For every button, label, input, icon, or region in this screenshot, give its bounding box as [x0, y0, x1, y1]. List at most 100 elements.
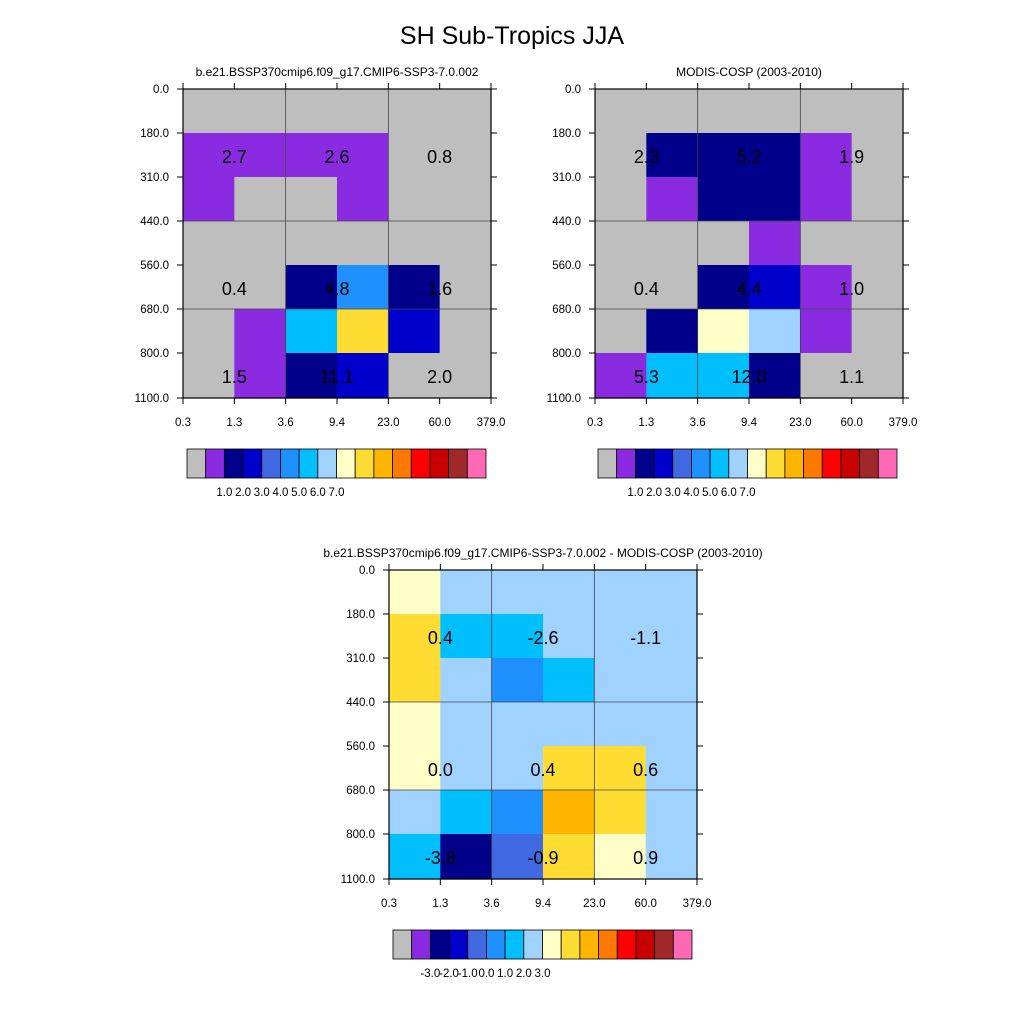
x-tick-label: 60.0 — [634, 898, 656, 910]
heatmap-cell — [337, 221, 389, 266]
heatmap-cell — [800, 353, 853, 399]
x-axis: 0.3 1.3 3.6 9.4 23.0 60.0 379.0 — [381, 564, 711, 910]
colorbar-swatch — [223, 448, 244, 479]
heatmap-cell — [851, 353, 904, 399]
y-tick-label: 0.0 — [359, 565, 375, 577]
heatmap-cell — [491, 834, 544, 880]
colorbar-swatch — [205, 448, 225, 479]
heatmap-cell — [800, 133, 853, 178]
colorbar: 1.0 2.0 3.0 4.0 5.0 6.0 7.0 — [186, 448, 487, 499]
colorbar-swatch — [616, 929, 637, 960]
y-tick-label: 180.0 — [140, 128, 169, 140]
colorbar-label: -2.0 — [439, 968, 459, 980]
heatmap-cell — [646, 177, 699, 222]
colorbar-swatch — [765, 448, 786, 479]
heatmap-cell — [594, 658, 647, 703]
heatmap-cells — [389, 570, 698, 880]
heatmap-cell — [440, 746, 493, 791]
cell-value-label: 1.1 — [839, 367, 864, 387]
cell-value-label: 1.6 — [427, 279, 452, 299]
grid-dividers — [595, 89, 903, 398]
cell-value-label: 1.5 — [222, 367, 247, 387]
heatmap-cell — [543, 614, 595, 659]
x-tick-label: 1.3 — [432, 898, 448, 910]
x-tick-label: 0.3 — [381, 898, 397, 910]
y-tick-label: 310.0 — [140, 172, 169, 184]
cell-value-label: 2.7 — [222, 147, 247, 167]
panel-title: b.e21.BSSP370cmip6.f09_g17.CMIP6-SSP3-7.… — [196, 65, 479, 79]
colorbar-label: 6.0 — [310, 487, 326, 499]
colorbar-swatch — [877, 448, 898, 479]
heatmap-cell — [594, 570, 647, 615]
heatmap-cell — [285, 309, 338, 354]
heatmap-cell — [491, 614, 544, 659]
cell-value-label: 0.0 — [428, 760, 453, 780]
heatmap-cell — [851, 309, 904, 354]
x-tick-label: 0.3 — [587, 417, 603, 429]
heatmap-cell — [439, 265, 492, 310]
heatmap-cell — [543, 702, 595, 747]
heatmap-cell — [697, 221, 750, 266]
colorbar-label: 1.0 — [216, 487, 232, 499]
heatmap-cell — [594, 790, 647, 835]
x-tick-label: 3.6 — [278, 417, 294, 429]
heatmap-cell — [337, 177, 389, 222]
heatmap-cell — [389, 834, 441, 880]
heatmap-cell — [440, 702, 493, 747]
heatmap-cell — [183, 265, 235, 310]
x-tick-label: 379.0 — [683, 898, 712, 910]
heatmap-cell — [595, 133, 647, 178]
heatmap-cell — [851, 89, 904, 134]
y-tick-label: 800.0 — [346, 829, 375, 841]
y-tick-label: 1100.0 — [547, 393, 581, 405]
x-axis: 0.3 1.3 3.6 9.4 23.0 60.0 379.0 — [175, 83, 505, 429]
colorbar-swatch — [747, 448, 767, 479]
heatmap-cell — [646, 309, 699, 354]
heatmap-cell — [491, 702, 544, 747]
heatmap-cell — [800, 221, 853, 266]
colorbar-label: 3.0 — [535, 968, 551, 980]
heatmap-cell — [645, 790, 698, 835]
colorbar-label: 4.0 — [683, 487, 699, 499]
y-tick-label: 310.0 — [552, 172, 581, 184]
colorbar-swatch — [672, 448, 692, 479]
colorbar-label: 7.0 — [329, 487, 345, 499]
heatmap-cell — [285, 89, 338, 134]
heatmap-cell — [439, 309, 492, 354]
y-tick-label: 0.0 — [565, 84, 581, 96]
heatmap-cell — [234, 177, 287, 222]
colorbar-swatch — [429, 929, 450, 960]
x-tick-label: 60.0 — [840, 417, 862, 429]
heatmap-cell — [594, 834, 647, 880]
cell-value-label: 0.6 — [633, 760, 658, 780]
panel-1: b.e21.BSSP370cmip6.f09_g17.CMIP6-SSP3-7.… — [135, 65, 506, 499]
heatmap-cell — [749, 177, 801, 222]
cell-value-label: 0.9 — [633, 848, 658, 868]
heatmap-cell — [388, 353, 441, 399]
heatmap-cell — [234, 353, 287, 399]
panel-title: MODIS-COSP (2003-2010) — [676, 65, 822, 79]
heatmap-cell — [851, 133, 904, 178]
heatmap-cell — [440, 614, 493, 659]
y-axis: 0.0 180.0 310.0 440.0 560.0 680.0 800.0 1100.0 — [341, 565, 703, 886]
cell-value-label: 2.3 — [634, 147, 659, 167]
x-tick-label: 9.4 — [329, 417, 346, 429]
heatmap-cell — [337, 133, 389, 178]
heatmap-cell — [439, 133, 492, 178]
heatmap-cell — [697, 353, 750, 399]
heatmap-cell — [491, 790, 544, 835]
y-tick-label: 560.0 — [552, 260, 581, 272]
heatmap-cell — [388, 89, 441, 134]
colorbar-swatch — [560, 929, 581, 960]
colorbar-swatch — [448, 448, 468, 479]
cell-value-label: 0.4 — [428, 628, 453, 648]
x-tick-label: 60.0 — [428, 417, 450, 429]
heatmap-cell — [697, 89, 750, 134]
heatmap-cell — [543, 834, 595, 880]
colorbar-label: -3.0 — [420, 968, 440, 980]
heatmap-cell — [388, 265, 441, 310]
colorbar-swatch — [373, 448, 393, 479]
cell-value-label: 1.9 — [839, 147, 864, 167]
heatmap-cell — [234, 89, 287, 134]
heatmap-cell — [800, 89, 853, 134]
